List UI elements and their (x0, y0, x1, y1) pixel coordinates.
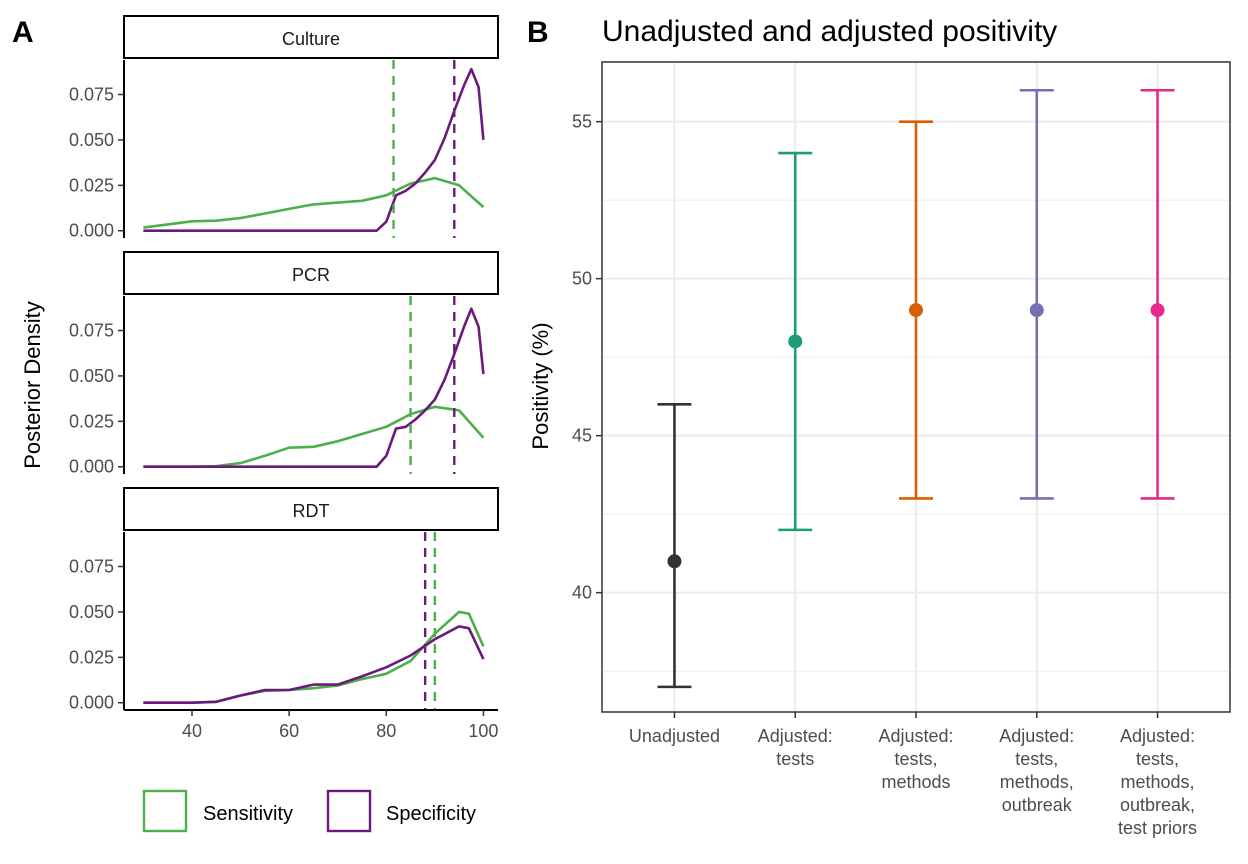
x-tick-label-unadjusted: Unadjusted (629, 726, 720, 746)
y-tick-label: 0.000 (69, 221, 114, 241)
y-tick-label: 0.075 (69, 321, 114, 341)
facet-strip (123, 487, 499, 531)
panel-b-y-axis-title: Positivity (%) (528, 322, 553, 449)
y-tick-label: 0.050 (69, 130, 114, 150)
x-tick-label: 60 (279, 721, 299, 741)
estimate-point (788, 334, 803, 349)
x-tick-label-line: methods, (1000, 772, 1074, 792)
facet-strip (123, 15, 499, 59)
y-tick-label: 0.025 (69, 647, 114, 667)
density-line-specificity (143, 625, 485, 704)
density-line-sensitivity (143, 176, 485, 229)
y-tick-label: 0.050 (69, 602, 114, 622)
y-tick-label: 50 (572, 269, 592, 289)
facet-strip-label: PCR (292, 265, 330, 285)
panel-a-x-axis: 40 60 80 100 (124, 709, 498, 741)
x-tick-label-line: tests, (894, 749, 937, 769)
estimate-adjusted-tests (778, 151, 813, 532)
legend-item-specificity: Specificity (326, 789, 476, 833)
estimate-point (667, 554, 682, 569)
facet-rdt: RDT 0.000 0.025 0.050 0.075 (69, 487, 499, 713)
x-tick-label-line: tests (776, 749, 814, 769)
panel-a-y-axis-title: Posterior Density (20, 301, 45, 469)
facet-strip (123, 251, 499, 295)
x-tick-label-line: tests, (1136, 749, 1179, 769)
y-tick-label: 0.000 (69, 457, 114, 477)
facet-culture: Culture 0.000 0.025 0.050 0.075 (69, 15, 499, 241)
panel-b: B Unadjusted and adjusted positivity Pos… (527, 15, 1231, 838)
y-tick-label: 0.075 (69, 85, 114, 105)
density-line-specificity (143, 307, 485, 468)
estimate-adjusted-tests-methods-outbreak-test-priors (1140, 88, 1175, 500)
y-tick-label: 0.000 (69, 693, 114, 713)
x-tick-label-line: Unadjusted (629, 726, 720, 746)
legend: Sensitivity Specificity (142, 789, 476, 833)
x-tick-label-line: methods (881, 772, 950, 792)
x-tick-label-adjusted-tests-methods-outbreak-test-priors: Adjusted: tests, methods, outbreak, test pri… (1118, 726, 1197, 838)
estimate-point (909, 303, 923, 318)
facet-strip-label: Culture (282, 29, 340, 49)
estimate-point (1150, 303, 1165, 318)
facets: Culture 0.000 0.025 0.050 0.075 PCR 0.000 0.025… (69, 15, 499, 713)
x-tick-label-line: Adjusted: (1120, 726, 1195, 746)
panel-b-title: Unadjusted and adjusted positivity (602, 15, 1057, 48)
x-tick-label-line: Adjusted: (878, 726, 953, 746)
x-tick-label: 80 (376, 721, 396, 741)
x-tick-label-line: tests, (1015, 749, 1058, 769)
estimate-adjusted-tests-methods (899, 120, 933, 500)
x-tick-label: 40 (182, 721, 202, 741)
y-tick-label: 0.025 (69, 411, 114, 431)
y-tick-label: 45 (572, 426, 592, 446)
y-tick-label: 0.050 (69, 366, 114, 386)
panel-a-letter: A (12, 16, 34, 49)
x-tick-label-line: outbreak, (1120, 795, 1195, 815)
estimate-unadjusted (657, 402, 692, 689)
y-tick-label: 0.025 (69, 175, 114, 195)
legend-key-sensitivity (142, 789, 188, 833)
density-line-specificity (143, 67, 485, 232)
x-tick-label-line: outbreak (1002, 795, 1073, 815)
x-tick-label-line: test priors (1118, 818, 1197, 838)
estimate-point (1029, 303, 1044, 318)
x-tick-label-line: methods, (1121, 772, 1195, 792)
panel-a: A Posterior Density Culture 0.000 0.025 0.0… (12, 15, 499, 833)
x-tick-label-line: Adjusted: (758, 726, 833, 746)
x-tick-label-adjusted-tests: Adjusted: tests (758, 726, 833, 769)
panel-b-letter: B (527, 16, 549, 49)
legend-item-sensitivity: Sensitivity (142, 789, 293, 833)
y-tick-label: 55 (572, 112, 592, 132)
x-tick-label-adjusted-tests-methods-outbreak: Adjusted: tests, methods, outbreak (999, 726, 1074, 815)
y-tick-label: 40 (572, 583, 592, 603)
facet-pcr: PCR 0.000 0.025 0.050 0.075 (69, 251, 499, 477)
estimate-adjusted-tests-methods-outbreak (1019, 88, 1054, 500)
legend-label: Specificity (386, 803, 476, 825)
facet-strip-label: RDT (293, 501, 330, 521)
legend-key-specificity (326, 789, 372, 833)
x-tick-label: 100 (468, 721, 498, 741)
y-tick-label: 0.075 (69, 557, 114, 577)
x-tick-label-line: Adjusted: (999, 726, 1074, 746)
legend-label: Sensitivity (203, 803, 293, 825)
x-tick-label-adjusted-tests-methods: Adjusted: tests, methods (878, 726, 953, 792)
